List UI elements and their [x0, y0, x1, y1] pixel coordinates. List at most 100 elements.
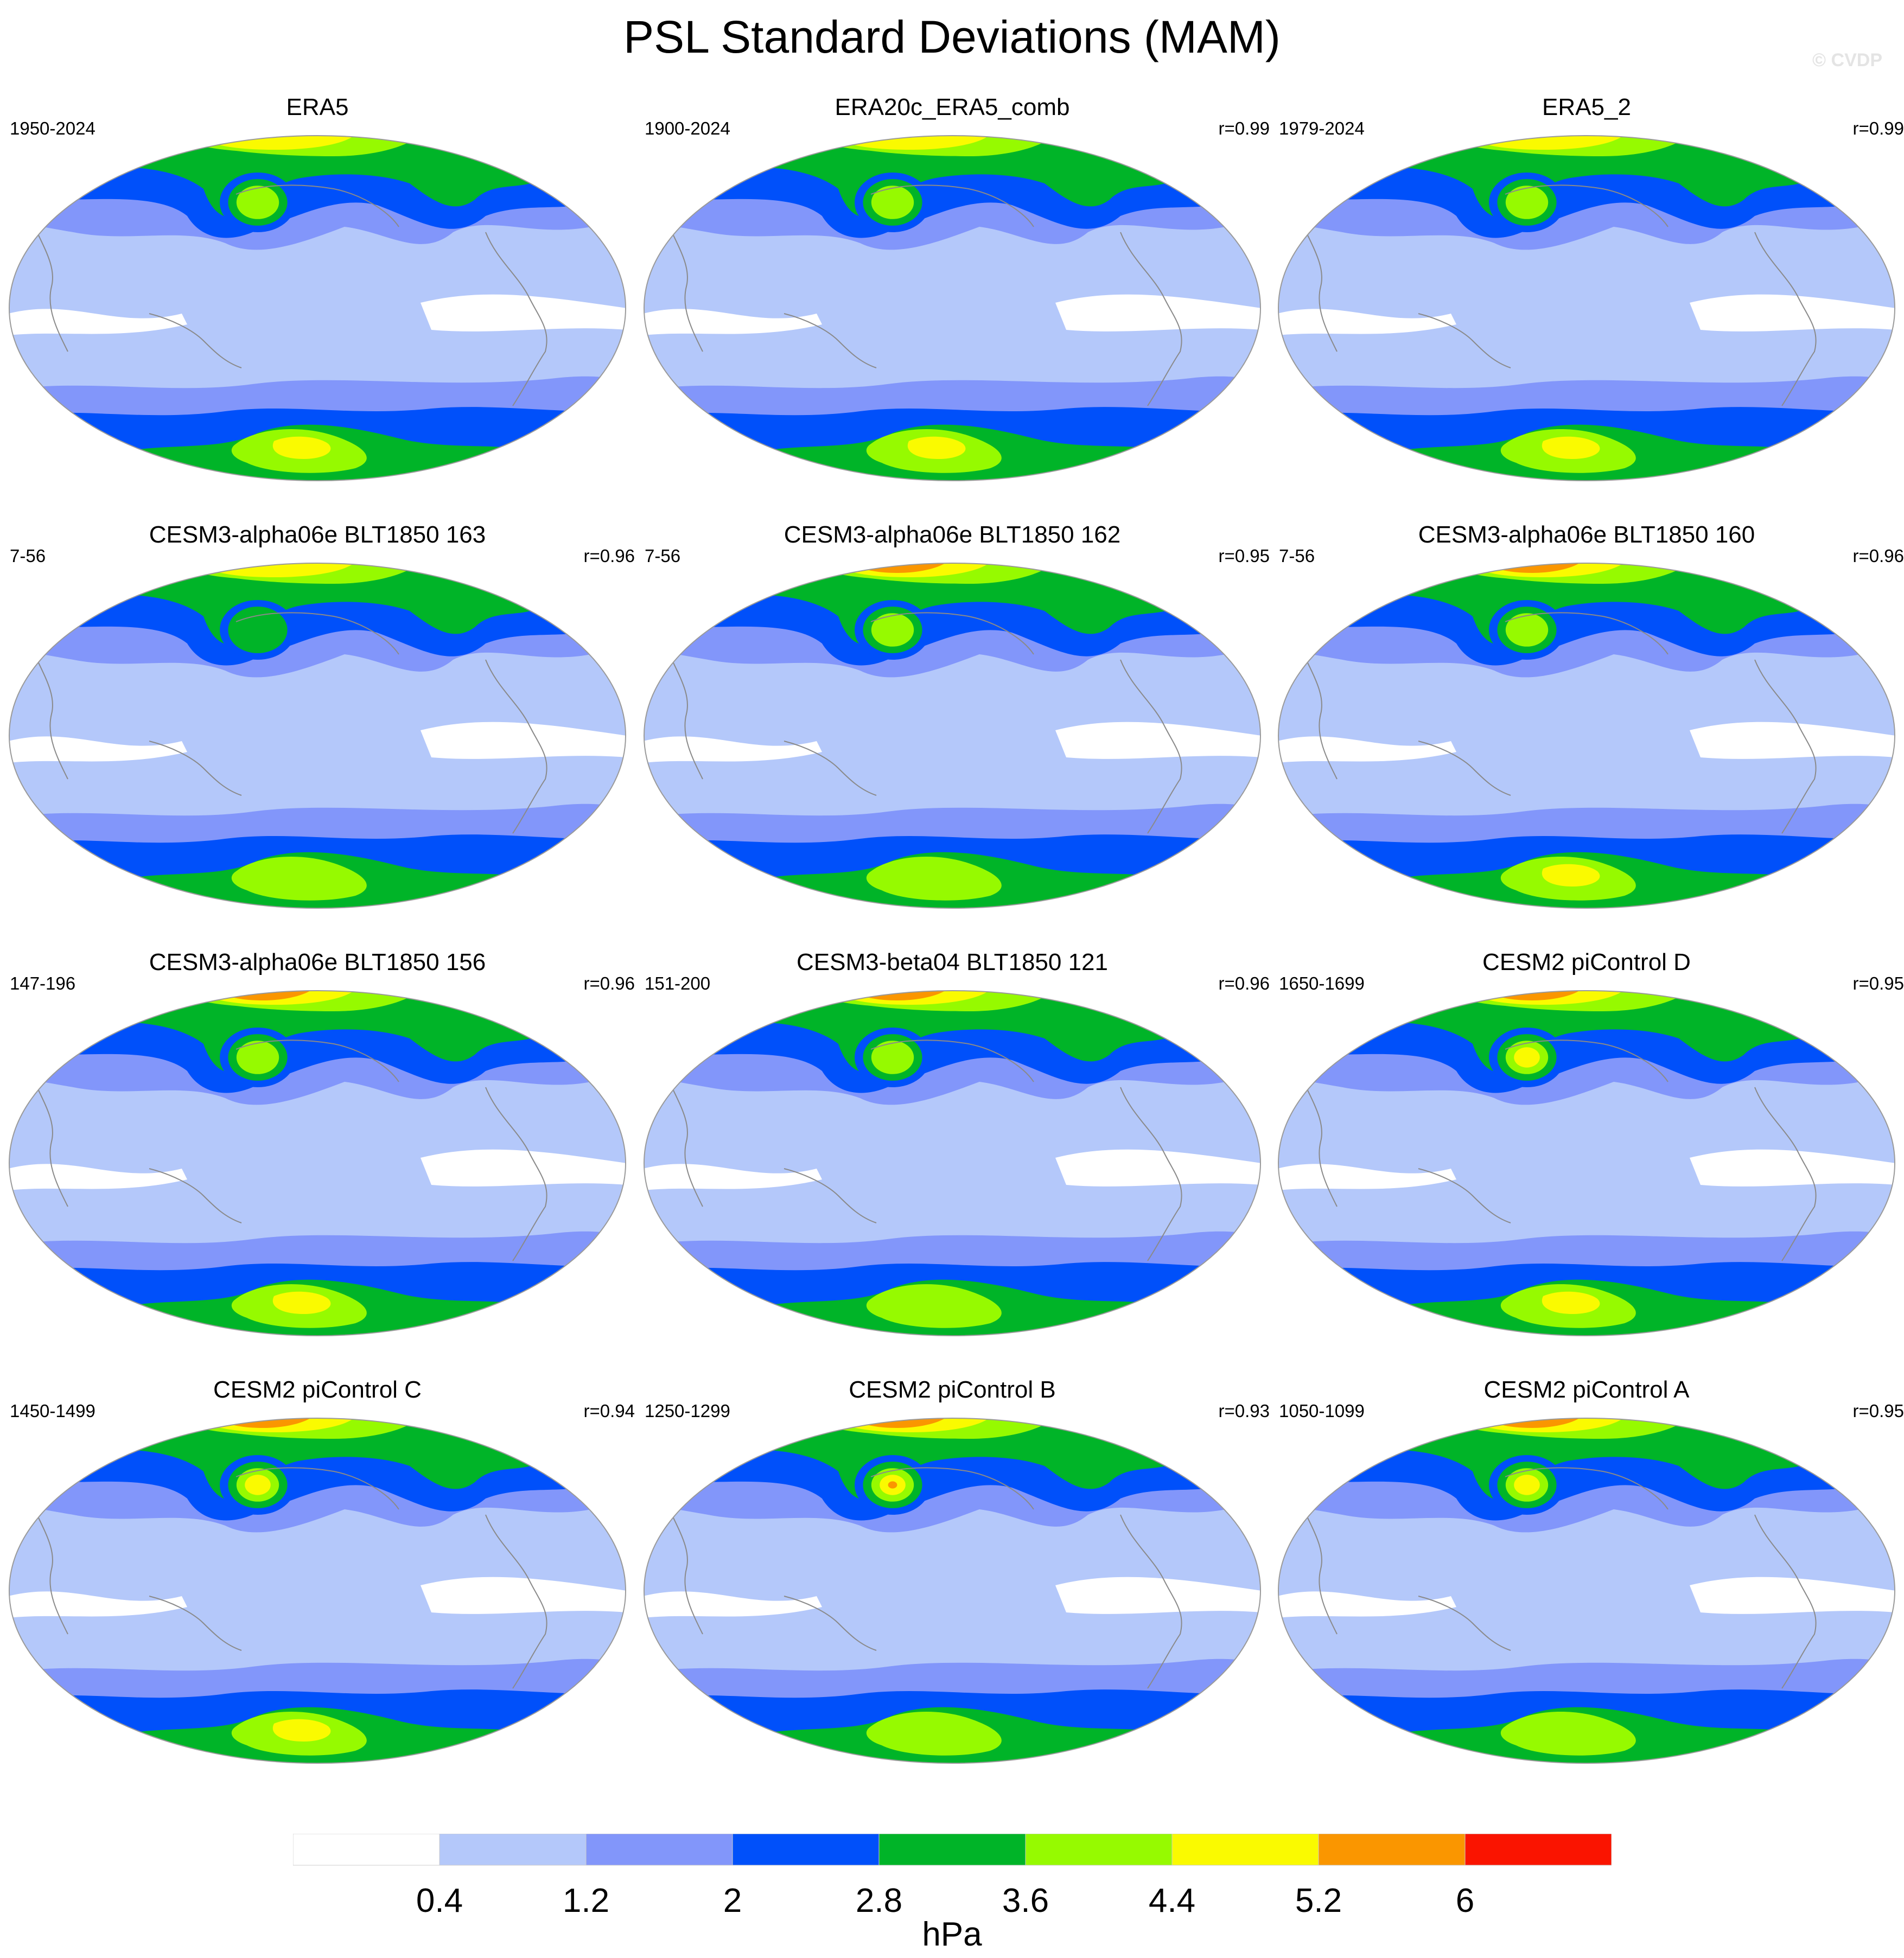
- coastline: [1120, 1514, 1182, 1689]
- coastline: [149, 741, 242, 796]
- tropical-minimum: [1690, 722, 1895, 759]
- robinson-map: [644, 1418, 1261, 1764]
- map-border: [1278, 1418, 1895, 1764]
- colorbar-swatch: [1171, 1834, 1319, 1866]
- robinson-map: [1278, 1418, 1895, 1764]
- coastline: [1418, 313, 1511, 368]
- sh-variance-band: [272, 436, 331, 459]
- north-pacific-maximum: [1514, 1047, 1540, 1068]
- tropical-minimum: [1055, 722, 1260, 759]
- map-border: [1278, 563, 1895, 909]
- panel-correlation: r=0.96: [583, 546, 635, 566]
- panel-title: CESM3-alpha06e BLT1850 160: [1418, 521, 1755, 548]
- coastline: [784, 1168, 877, 1223]
- sh-variance-band: [272, 1719, 331, 1742]
- panel-year-range: 1900-2024: [645, 118, 730, 138]
- panel-title: CESM3-beta04 BLT1850 121: [797, 949, 1108, 975]
- panel-correlation: r=0.95: [1852, 1401, 1904, 1421]
- robinson-map: [9, 135, 626, 481]
- panel-title: ERA5: [286, 94, 349, 120]
- cvdp-watermark: © CVDP: [1812, 50, 1882, 71]
- coastline: [870, 612, 1034, 655]
- north-pacific-maximum: [1505, 613, 1549, 647]
- robinson-map: [1278, 563, 1895, 909]
- coastline: [1298, 1070, 1338, 1207]
- coastline: [1505, 1039, 1669, 1082]
- coastline: [485, 1087, 547, 1261]
- coastline: [29, 643, 68, 780]
- coastline: [235, 1039, 399, 1082]
- tropical-minimum: [421, 1149, 626, 1187]
- coastline: [870, 184, 1034, 227]
- panel-year-range: 151-200: [645, 973, 711, 993]
- coastline: [870, 1039, 1034, 1082]
- colorbar-tick-label: 4.4: [1148, 1882, 1196, 1919]
- panel-title: ERA5_2: [1542, 94, 1631, 120]
- map-border: [644, 1418, 1261, 1764]
- coastline: [664, 1070, 703, 1207]
- robinson-map: [1278, 135, 1895, 481]
- panel-year-range: 1650-1699: [1279, 973, 1365, 993]
- panel-title: CESM3-alpha06e BLT1850 163: [149, 521, 486, 548]
- colorbar-units: hPa: [922, 1916, 982, 1953]
- coastline: [1298, 215, 1338, 352]
- colorbar-swatch: [878, 1834, 1026, 1866]
- map-border: [644, 563, 1261, 909]
- map-panel: CESM3-alpha06e BLT1850 162 7-56 r=0.95: [635, 520, 1270, 954]
- coastline: [784, 741, 877, 796]
- panel-correlation: r=0.95: [1218, 546, 1270, 566]
- map-border: [1278, 990, 1895, 1336]
- panel-correlation: r=0.99: [1218, 118, 1270, 138]
- tropical-minimum: [1055, 294, 1260, 331]
- panel-correlation: r=0.96: [1852, 546, 1904, 566]
- panel-year-range: 7-56: [645, 546, 681, 566]
- robinson-map: [9, 563, 626, 909]
- colorbar-swatch: [732, 1834, 880, 1866]
- map-panel: CESM3-beta04 BLT1850 121 151-200 r=0.96: [635, 947, 1270, 1381]
- colorbar-swatch: [1025, 1834, 1173, 1866]
- coastline: [29, 1070, 68, 1207]
- colorbar-swatch: [1318, 1834, 1466, 1866]
- coastline: [149, 1168, 242, 1223]
- coastline: [1754, 232, 1817, 406]
- sh-variance-band: [272, 1291, 331, 1314]
- map-border: [1278, 135, 1895, 481]
- panel-title: CESM2 piControl C: [213, 1376, 422, 1403]
- coastline: [235, 1467, 399, 1510]
- coastline: [485, 232, 547, 406]
- map-panel: CESM3-alpha06e BLT1850 163 7-56 r=0.96: [0, 520, 635, 954]
- north-pacific-maximum: [1514, 1475, 1540, 1495]
- coastline: [1418, 1596, 1511, 1651]
- tropical-minimum: [421, 294, 626, 331]
- map-panel: CESM2 piControl D 1650-1699 r=0.95: [1269, 947, 1904, 1381]
- sh-variance-band: [231, 857, 367, 901]
- tropical-minimum: [1690, 1577, 1895, 1614]
- coastline: [1418, 1168, 1511, 1223]
- panel-correlation: r=0.93: [1218, 1401, 1270, 1421]
- coastline: [1418, 741, 1511, 796]
- panel-correlation: r=0.96: [583, 973, 635, 993]
- sh-variance-band: [1500, 1712, 1636, 1756]
- north-pacific-maximum: [871, 186, 914, 219]
- coastline: [664, 643, 703, 780]
- map-panel: CESM3-alpha06e BLT1850 156 147-196 r=0.96: [0, 947, 635, 1381]
- colorbar-swatch: [439, 1834, 587, 1866]
- robinson-map: [9, 990, 626, 1336]
- panel-correlation: r=0.94: [583, 1401, 635, 1421]
- coastline: [235, 184, 399, 227]
- map-panel: ERA5 1950-2024: [0, 92, 635, 526]
- panel-correlation: r=0.99: [1852, 118, 1904, 138]
- coastline: [1754, 1087, 1817, 1261]
- sh-variance-band: [1542, 436, 1600, 459]
- map-panel: ERA5_2 1979-2024 r=0.99: [1269, 92, 1904, 526]
- north-pacific-maximum: [1505, 186, 1549, 219]
- tropical-minimum: [421, 1577, 626, 1614]
- colorbar-tick-label: 3.6: [1002, 1882, 1049, 1919]
- robinson-map: [644, 990, 1261, 1336]
- north-pacific-maximum: [228, 607, 288, 653]
- panel-correlation: r=0.96: [1218, 973, 1270, 993]
- panel-correlation: r=0.95: [1852, 973, 1904, 993]
- robinson-map: [1278, 990, 1895, 1336]
- map-border: [644, 990, 1261, 1336]
- coastline: [784, 313, 877, 368]
